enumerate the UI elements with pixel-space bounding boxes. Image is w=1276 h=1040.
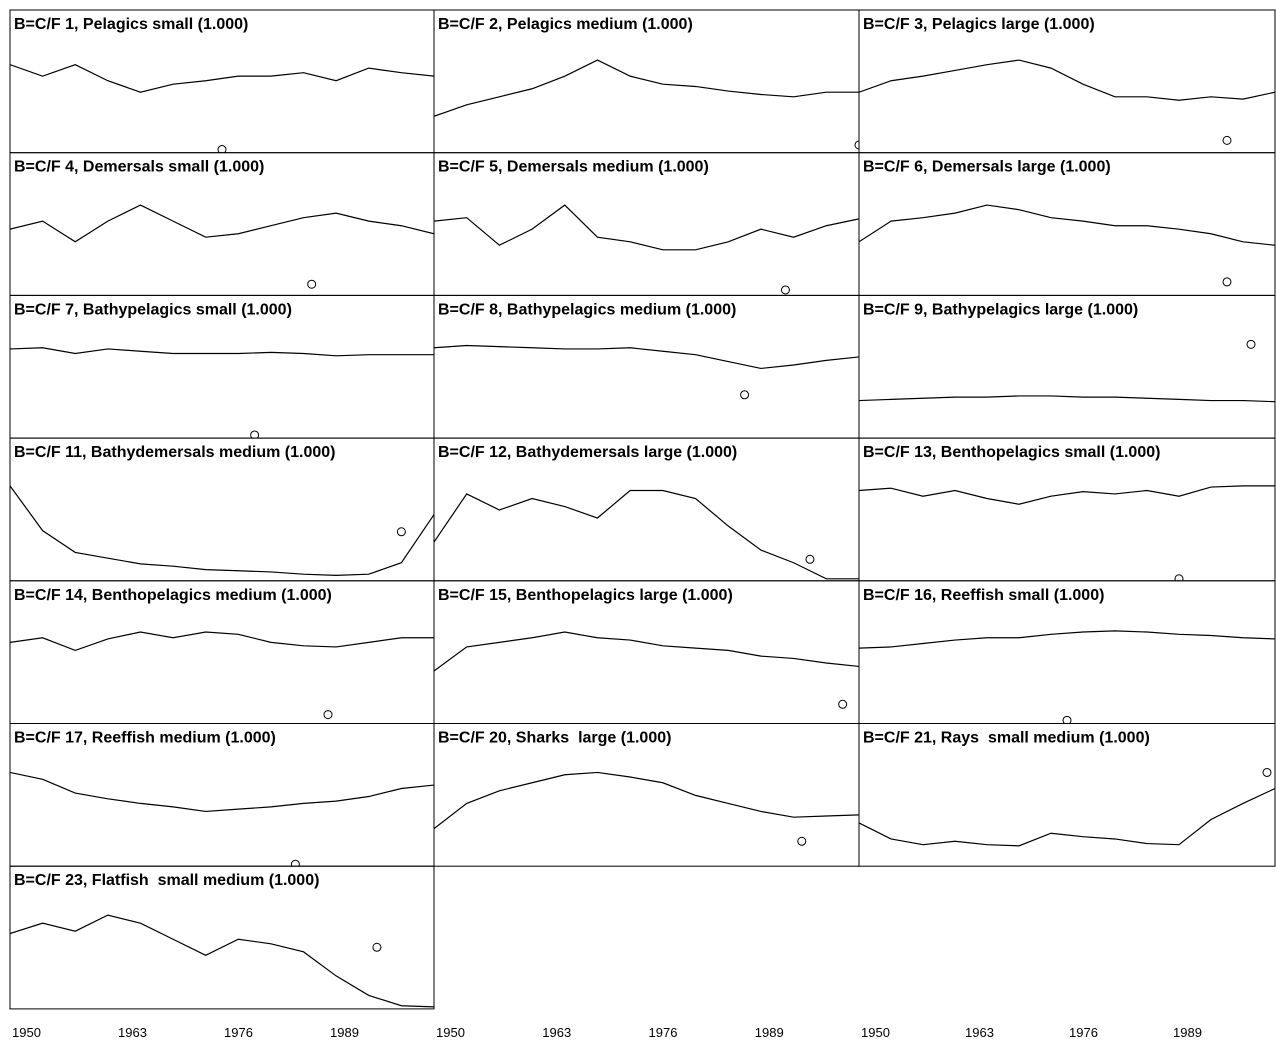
line-series — [859, 630, 1275, 649]
point-marker — [290, 859, 300, 867]
point-marker — [838, 699, 848, 709]
line-series — [10, 64, 434, 93]
line-series — [10, 771, 434, 813]
panel — [859, 204, 1275, 287]
point-marker — [307, 279, 317, 289]
panel-title: B=C/F 1, Pelagics small (1.000) — [14, 16, 248, 33]
panel-title: B=C/F 2, Pelagics medium (1.000) — [438, 16, 693, 33]
line-series — [10, 204, 434, 243]
panel — [10, 631, 434, 720]
panel — [10, 64, 434, 153]
panel-title: B=C/F 3, Pelagics large (1.000) — [863, 16, 1095, 33]
x-tick-label: 1950 — [861, 1025, 890, 1040]
x-tick-label: 1963 — [118, 1025, 147, 1040]
panel — [434, 59, 859, 150]
panel — [10, 485, 434, 576]
panel — [859, 59, 1275, 145]
point-marker — [797, 836, 807, 846]
point-marker — [396, 527, 406, 537]
line-series — [434, 489, 859, 580]
panel — [10, 914, 434, 1008]
panel-title: B=C/F 14, Benthopelagics medium (1.000) — [14, 587, 332, 604]
panel — [434, 631, 859, 709]
panel — [10, 771, 434, 867]
line-series — [859, 395, 1275, 403]
panel-frame — [9, 865, 435, 1010]
panel — [434, 344, 859, 400]
point-marker — [250, 430, 260, 439]
line-series — [434, 344, 859, 370]
panel-title: B=C/F 9, Bathypelagics large (1.000) — [863, 301, 1138, 318]
point-marker — [1246, 339, 1256, 349]
line-series — [859, 204, 1275, 246]
line-series — [10, 631, 434, 652]
x-tick-label: 1976 — [1069, 1025, 1098, 1040]
panel — [859, 485, 1275, 581]
panel — [859, 339, 1275, 403]
panel — [434, 489, 859, 580]
line-series — [10, 347, 434, 357]
point-marker — [217, 145, 227, 153]
panel-frame — [858, 723, 1276, 867]
point-marker — [1262, 767, 1272, 777]
panel-title: B=C/F 12, Bathydemersals large (1.000) — [438, 444, 737, 461]
panel-title: B=C/F 15, Benthopelagics large (1.000) — [438, 587, 733, 604]
x-tick-label: 1976 — [649, 1025, 678, 1040]
x-tick-label: 1963 — [965, 1025, 994, 1040]
panel-title: B=C/F 11, Bathydemersals medium (1.000) — [14, 444, 335, 461]
panel-title: B=C/F 21, Rays small medium (1.000) — [863, 730, 1150, 747]
panel-title: B=C/F 6, Demersals large (1.000) — [863, 159, 1111, 176]
line-series — [10, 485, 434, 576]
panel-title: B=C/F 20, Sharks large (1.000) — [438, 730, 671, 747]
point-marker — [1062, 715, 1072, 724]
x-tick-label: 1989 — [330, 1025, 359, 1040]
x-tick-label: 1976 — [224, 1025, 253, 1040]
panel — [859, 630, 1275, 724]
panel — [10, 347, 434, 439]
point-marker — [1222, 277, 1232, 287]
panel-title: B=C/F 7, Bathypelagics small (1.000) — [14, 301, 292, 318]
point-marker — [740, 390, 750, 400]
panel — [434, 771, 859, 846]
point-marker — [323, 710, 333, 720]
panel-title: B=C/F 17, Reeffish medium (1.000) — [14, 730, 276, 747]
panel-title: B=C/F 13, Benthopelagics small (1.000) — [863, 444, 1160, 461]
point-marker — [805, 554, 815, 564]
x-tick-label: 1963 — [542, 1025, 571, 1040]
line-series — [859, 787, 1275, 847]
point-marker — [854, 140, 859, 150]
line-series — [10, 914, 434, 1008]
panel-title: B=C/F 8, Bathypelagics medium (1.000) — [438, 301, 736, 318]
point-marker — [780, 285, 790, 295]
x-tick-label: 1950 — [436, 1025, 465, 1040]
line-series — [859, 59, 1275, 101]
panel-title: B=C/F 5, Demersals medium (1.000) — [438, 159, 709, 176]
line-series — [434, 631, 859, 672]
point-marker — [1222, 135, 1232, 145]
line-series — [859, 485, 1275, 505]
x-tick-label: 1989 — [755, 1025, 784, 1040]
panel — [859, 767, 1275, 847]
panel — [434, 204, 859, 295]
point-marker — [372, 942, 382, 952]
x-tick-label: 1989 — [1173, 1025, 1202, 1040]
line-series — [434, 771, 859, 830]
point-marker — [1174, 574, 1184, 581]
panel-title: B=C/F 4, Demersals small (1.000) — [14, 159, 264, 176]
panel — [10, 204, 434, 289]
line-series — [434, 204, 859, 251]
line-series — [434, 59, 859, 117]
x-tick-label: 1950 — [12, 1025, 41, 1040]
panel-title: B=C/F 23, Flatfish small medium (1.000) — [14, 872, 319, 889]
panel-title: B=C/F 16, Reeffish small (1.000) — [863, 587, 1104, 604]
